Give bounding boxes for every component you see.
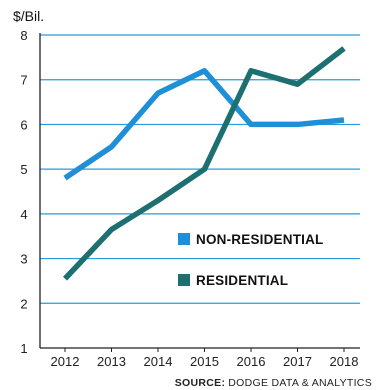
axes xyxy=(39,33,360,349)
x-tick-label-2015: 2015 xyxy=(190,354,219,369)
y-tick-label-4: 4 xyxy=(20,207,27,222)
x-tick-label-2018: 2018 xyxy=(330,354,359,369)
legend-item-residential: RESIDENTIAL xyxy=(178,273,288,288)
y-tick-label-6: 6 xyxy=(20,117,27,132)
source-note: SOURCE: DODGE DATA & ANALYTICS xyxy=(175,377,372,389)
y-tick-label-8: 8 xyxy=(20,28,27,43)
legend-swatch-residential xyxy=(178,274,190,286)
y-tick-label-7: 7 xyxy=(20,73,27,88)
y-tick-label-3: 3 xyxy=(20,252,27,267)
y-axis-unit-label: $/Bil. xyxy=(13,8,44,24)
x-tick-label-2016: 2016 xyxy=(237,354,266,369)
x-tick-label-2012: 2012 xyxy=(51,354,80,369)
x-tick-label-2014: 2014 xyxy=(144,354,173,369)
source-label: SOURCE: xyxy=(175,377,226,389)
x-tick-label-2017: 2017 xyxy=(283,354,312,369)
x-tick-label-2013: 2013 xyxy=(97,354,126,369)
y-tick-labels: 1 2 3 4 5 6 7 8 xyxy=(20,28,27,356)
series-lines xyxy=(63,46,346,281)
y-tick-label-2: 2 xyxy=(20,296,27,311)
y-tick-label-1: 1 xyxy=(20,341,27,356)
source-name: DODGE DATA & ANALYTICS xyxy=(228,377,372,389)
legend-label-non-residential: NON-RESIDENTIAL xyxy=(196,232,324,247)
legend: NON-RESIDENTIAL RESIDENTIAL xyxy=(178,232,324,288)
series-line-non-residential xyxy=(63,68,345,181)
y-tick-label-5: 5 xyxy=(20,162,27,177)
grid-lines xyxy=(40,34,360,304)
x-tick-labels: 2012 2013 2014 2015 2016 2017 2018 xyxy=(51,348,359,369)
legend-item-non-residential: NON-RESIDENTIAL xyxy=(178,232,324,247)
series-line-residential xyxy=(63,46,346,281)
legend-swatch-non-residential xyxy=(178,233,190,245)
legend-label-residential: RESIDENTIAL xyxy=(196,273,288,288)
